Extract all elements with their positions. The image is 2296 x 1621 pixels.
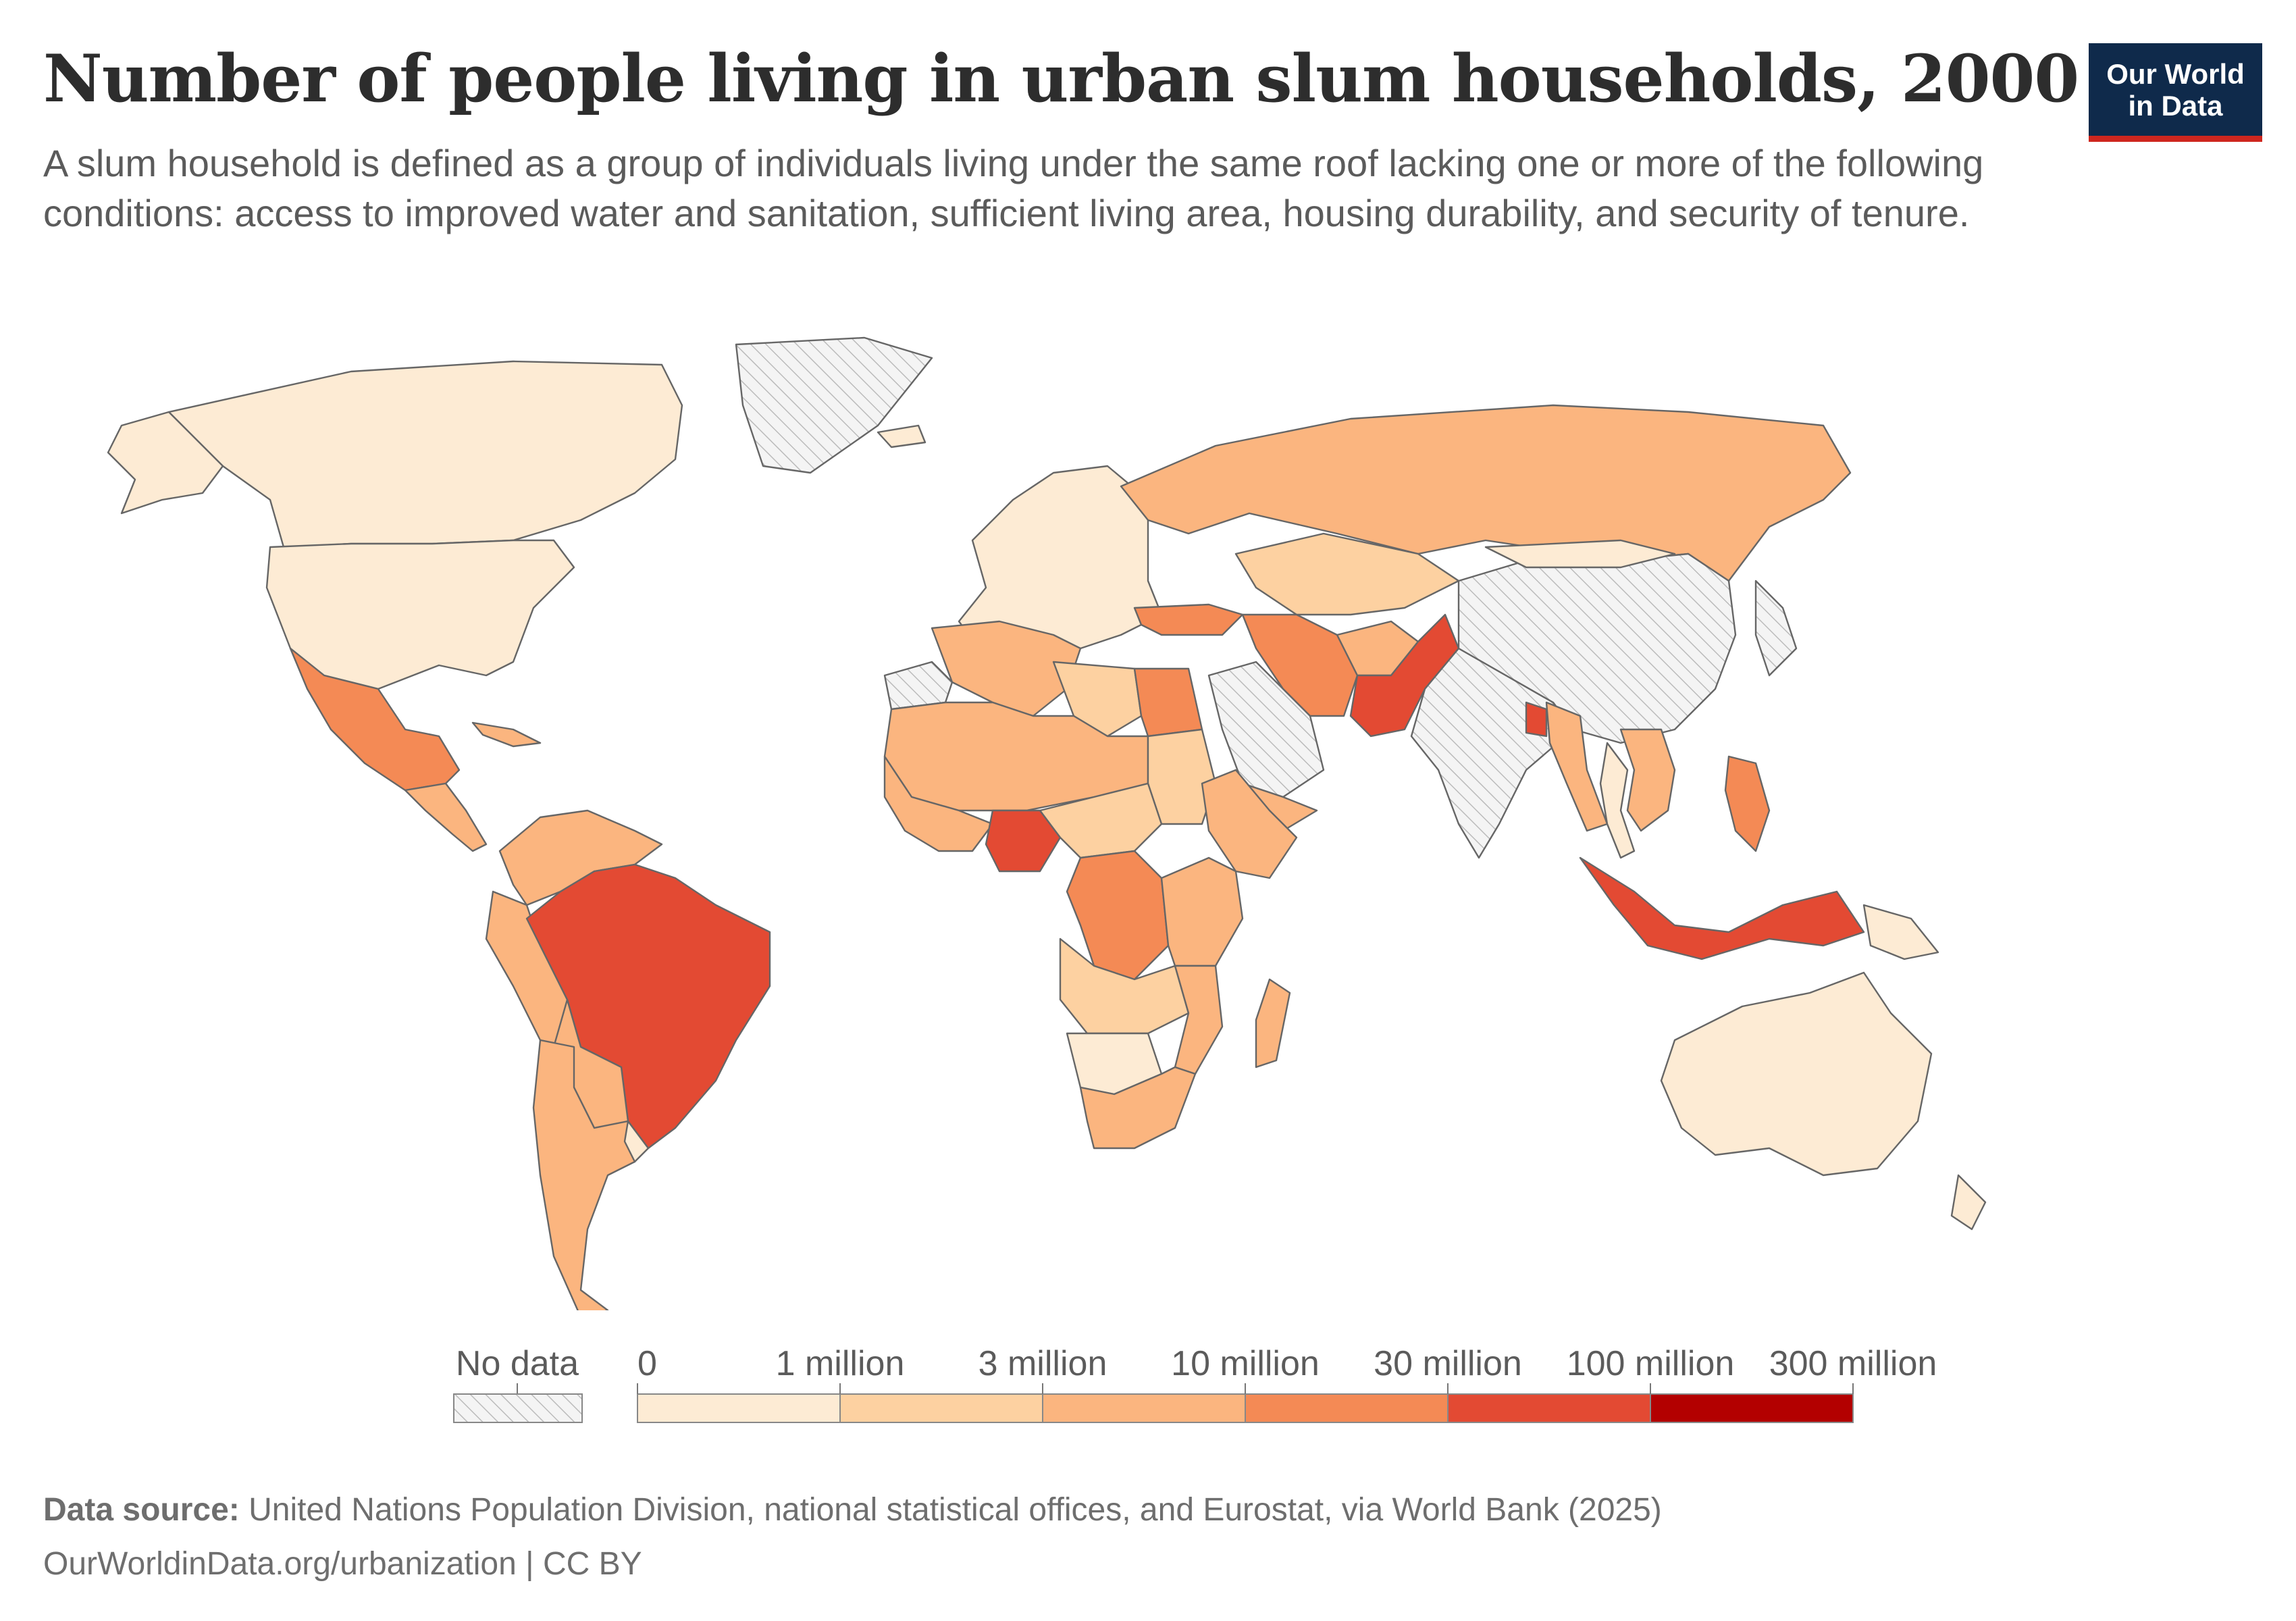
legend-bin-1[interactable]	[839, 1393, 1043, 1423]
logo-line-1: Our World	[2106, 57, 2245, 90]
region-iceland[interactable]: Iceland	[877, 424, 927, 448]
region-east-africa[interactable]: East Africa	[1160, 856, 1244, 967]
legend-tick-label: 100 million	[1567, 1344, 1735, 1383]
region-mexico[interactable]: Mexico	[289, 647, 461, 792]
legend-bin-2[interactable]	[1042, 1393, 1246, 1423]
region-bangladesh[interactable]: Bangladesh	[1525, 701, 1548, 738]
region-south-africa[interactable]: South Africa	[1079, 1066, 1197, 1150]
region-central-america[interactable]: Central America	[404, 782, 488, 852]
chart-subtitle: A slum household is defined as a group o…	[43, 142, 1984, 234]
logo-line-2: in Data	[2128, 89, 2223, 122]
region-mozambique-malawi[interactable]: Mozambique / Malawi	[1174, 964, 1224, 1075]
region-uruguay[interactable]: Uruguay	[623, 1120, 650, 1163]
region-libya[interactable]: Libya	[1052, 661, 1143, 738]
region-brazil[interactable]: Brazil	[525, 863, 771, 1150]
legend-tick-label: 10 million	[1171, 1344, 1320, 1383]
region-japan-korea[interactable]: Japan / Korea	[1754, 580, 1798, 677]
legend-no-data-label: No data	[456, 1344, 579, 1383]
region-central-africa[interactable]: Central Africa	[1039, 782, 1163, 859]
legend-bin-5[interactable]	[1650, 1393, 1854, 1423]
region-cuba[interactable]: Cuba	[471, 721, 542, 748]
region-madagascar[interactable]: Madagascar	[1255, 978, 1291, 1069]
legend-bin-4[interactable]	[1447, 1393, 1651, 1423]
legend-tick-label: 1 million	[776, 1344, 905, 1383]
credit-line[interactable]: OurWorldinData.org/urbanization | CC BY	[43, 1546, 642, 1582]
region-ethiopia-horn-of-africa[interactable]: Ethiopia / Horn of Africa	[1201, 769, 1298, 879]
region-alaska[interactable]: Alaska	[107, 411, 224, 515]
region-greenland[interactable]: Greenland	[735, 336, 933, 474]
region-iran[interactable]: Iran	[1241, 613, 1359, 717]
chart-title: Number of people living in urban slum ho…	[43, 41, 2079, 117]
legend-bin-0[interactable]	[637, 1393, 841, 1423]
legend-tick-label: 3 million	[979, 1344, 1107, 1383]
region-argentina-chile[interactable]: Argentina / Chile	[532, 1039, 636, 1310]
legend-tick-label: 0	[637, 1344, 657, 1383]
data-source-text: United Nations Population Division, nati…	[249, 1492, 1662, 1528]
region-mongolia[interactable]: Mongolia	[1484, 539, 1676, 569]
legend-bin-3[interactable]	[1245, 1393, 1449, 1423]
region-turkey[interactable]: Turkey	[1133, 603, 1244, 636]
region-russia[interactable]: Russia	[1120, 404, 1852, 582]
legend-tick-label: 30 million	[1374, 1344, 1522, 1383]
data-source: Data source: United Nations Population D…	[43, 1491, 2204, 1528]
legend-tick-label: 300 million	[1769, 1344, 1937, 1383]
region-western-sahara[interactable]: Western Sahara	[883, 661, 954, 711]
owid-logo[interactable]: Our World in Data	[2089, 43, 2262, 142]
region-egypt[interactable]: Egypt	[1133, 667, 1203, 738]
region-myanmar[interactable]: Myanmar	[1545, 701, 1609, 832]
region-saudi-arabia[interactable]: Saudi Arabia	[1207, 661, 1325, 798]
region-papua-new-guinea[interactable]: Papua New Guinea	[1862, 904, 1939, 960]
region-kazakhstan-central-asia[interactable]: Kazakhstan / Central Asia	[1234, 532, 1460, 616]
region-thailand[interactable]: Thailand	[1599, 742, 1636, 859]
region-indonesia[interactable]: Indonesia	[1579, 856, 1865, 960]
region-canada[interactable]: Canada	[167, 360, 683, 548]
region-vietnam-laos-cambodia[interactable]: Vietnam / Laos / Cambodia	[1619, 728, 1676, 832]
region-west-africa-coast[interactable]: West Africa coast	[883, 755, 994, 852]
map-legend: No data 0 1 million 3 million 10 million 30 …	[453, 1344, 1937, 1423]
world-map: CanadaUnited StatesAlaskaGreenlandMexico…	[107, 336, 1987, 1310]
legend-no-data-swatch	[453, 1393, 583, 1423]
region-philippines[interactable]: Philippines	[1724, 755, 1771, 852]
data-source-label: Data source:	[43, 1492, 240, 1528]
region-new-zealand[interactable]: New Zealand	[1950, 1174, 1987, 1231]
region-australia[interactable]: Australia	[1660, 971, 1933, 1177]
